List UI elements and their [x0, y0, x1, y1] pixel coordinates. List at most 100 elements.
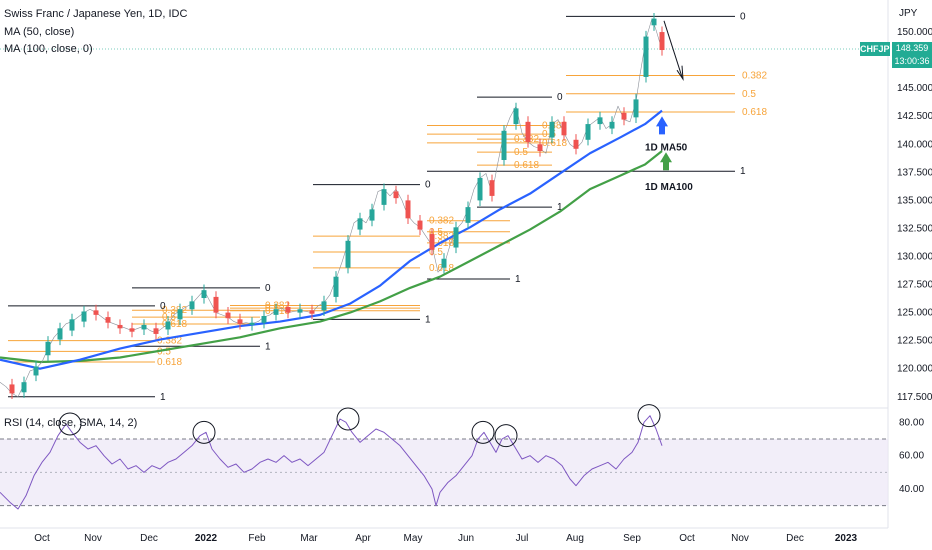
fib-level-label: 0.5 [429, 227, 443, 238]
fib-boundary-label: 0 [425, 180, 431, 191]
price-tick-label: 142.500 [897, 111, 932, 122]
candle-body [465, 207, 471, 223]
price-tick-label: 135.000 [897, 195, 932, 206]
price-tick-label: 140.000 [897, 139, 932, 150]
rsi-tick-label: 80.00 [899, 417, 924, 428]
ma50-annotation: 1D MA50 [645, 142, 688, 153]
candle-body [525, 121, 531, 143]
candle-body [345, 240, 351, 268]
fib-level-label: 0.5 [542, 129, 556, 140]
candle-body [249, 322, 255, 325]
candle-body [57, 328, 63, 340]
time-tick-label: Feb [248, 533, 266, 544]
candle-body [417, 220, 423, 230]
fib-level-label: 0.382 [162, 305, 187, 316]
last-price-tag: 148.359 13:00:36 [892, 42, 932, 68]
rsi-legend[interactable]: RSI (14, close, SMA, 14, 2) [4, 417, 138, 429]
fib-level-label: 0.5 [157, 346, 171, 357]
rsi-tick-label: 60.00 [899, 451, 924, 462]
candle-body [21, 382, 27, 393]
ma100-arrow [660, 152, 672, 171]
candle-body [309, 310, 315, 314]
candle-body [141, 324, 147, 330]
time-tick-label: Sep [623, 533, 641, 544]
candle-body [513, 108, 519, 125]
projection-arrowhead [676, 65, 684, 82]
candle-body [81, 311, 87, 322]
time-tick-label: May [404, 533, 423, 544]
rsi-peak-circle [494, 424, 518, 448]
candle-body [477, 177, 483, 201]
fib-boundary-label: 1 [557, 202, 563, 213]
fib-level-label: 0.618 [514, 160, 539, 171]
candle-body [33, 366, 39, 376]
candle-body [237, 319, 243, 324]
candle-body [573, 139, 579, 149]
fib-level-label: 0.382 [429, 216, 454, 227]
price-tick-label: 150.000 [897, 27, 932, 38]
rsi-peak-circle [192, 420, 216, 444]
candle-body [129, 328, 135, 332]
candle-body [633, 99, 639, 118]
fib-level-label: 0.5 [162, 312, 176, 323]
candle-body [321, 301, 327, 311]
ma100-legend[interactable]: MA (100, close, 0) [4, 43, 93, 55]
candle-body [297, 309, 303, 313]
candle-body [9, 384, 15, 394]
rsi-tick-label: 40.00 [899, 484, 924, 495]
fib-boundary-label: 0 [265, 283, 271, 294]
fib-boundary-label: 1 [425, 314, 431, 325]
fib-boundary-label: 1 [160, 392, 166, 403]
fib-level-label: 0.618 [429, 238, 454, 249]
candle-body [453, 227, 459, 248]
price-tick-label: 127.500 [897, 280, 932, 291]
currency-label: JPY [899, 8, 918, 19]
time-tick-label: Nov [731, 533, 749, 544]
candle-body [597, 117, 603, 125]
time-tick-label: Dec [140, 533, 158, 544]
fib-boundary-label: 1 [515, 274, 521, 285]
rsi-band [0, 439, 888, 506]
candle-body [659, 32, 665, 51]
rsi-peak-circle [58, 412, 82, 436]
candle-body [609, 121, 615, 129]
candle-body [189, 301, 195, 310]
ma50-legend[interactable]: MA (50, close) [4, 26, 75, 38]
fib-level-label: 0.382 [429, 231, 454, 242]
price-tick-label: 120.000 [897, 364, 932, 375]
last-price: 148.359 [895, 43, 929, 53]
time-tick-label: Oct [34, 533, 50, 544]
candle-body [213, 296, 219, 313]
fib-level-label: 0.382 [265, 300, 290, 311]
candle-body [93, 310, 99, 315]
fib-boundary-label: 0 [160, 301, 166, 312]
candle-body [441, 258, 447, 268]
candle-body [561, 121, 567, 136]
price-tick-label: 137.500 [897, 167, 932, 178]
candle-body [393, 191, 399, 199]
fib-level-label: 0.382 [542, 120, 567, 131]
candle-body [621, 112, 627, 120]
ma50-line [0, 109, 663, 370]
projection-arrow-line [663, 20, 683, 78]
candle-body [585, 124, 591, 140]
candle-body [381, 189, 387, 205]
time-tick-label: Dec [786, 533, 804, 544]
fib-level-label: 0.618 [742, 107, 767, 118]
time-tick-label: Jul [516, 533, 529, 544]
candle-body [117, 324, 123, 329]
rsi-peak-circle [637, 404, 661, 428]
fib-level-label: 0.5 [742, 89, 756, 100]
fib-level-label: 0.382 [742, 71, 767, 82]
time-tick-label: 2023 [835, 533, 858, 544]
candle-body [333, 276, 339, 297]
candle-body [357, 218, 363, 230]
candle-body [501, 130, 507, 160]
candle-body [45, 341, 51, 356]
fib-boundary-label: 1 [740, 166, 746, 177]
candle-body [537, 144, 543, 152]
candle-body [177, 309, 183, 320]
fib-level-label: 0.618 [542, 138, 567, 149]
time-tick-label: Oct [679, 533, 695, 544]
